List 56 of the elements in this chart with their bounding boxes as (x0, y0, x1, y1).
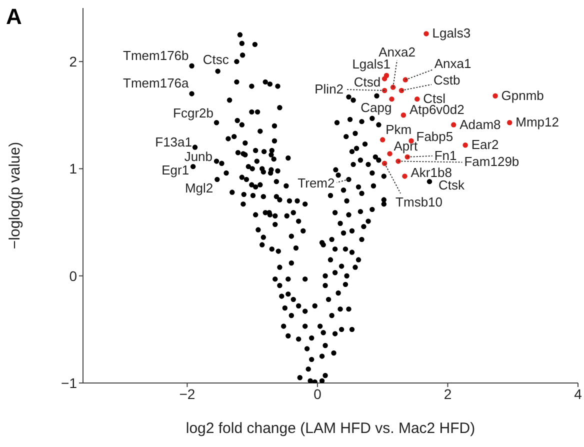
point (382, 76, 388, 82)
point (402, 77, 408, 82)
annotation: Mmp12 (516, 114, 559, 130)
x-axis-title: log2 fold change (LAM HFD vs. Mac2 HFD) (186, 420, 476, 437)
point (462, 142, 468, 148)
point (396, 158, 401, 164)
annotation: Pkm (386, 122, 412, 137)
annotation: Cstb (433, 72, 460, 88)
x-tick-label: −2 (179, 386, 196, 402)
annotation: Tmsb10 (396, 194, 443, 210)
y-tick-label: 0 (69, 268, 78, 284)
point (414, 96, 420, 102)
annotation: Gpnmb (501, 88, 544, 103)
point (404, 154, 410, 160)
annotation: Adam8 (460, 116, 501, 132)
annotation: Fn1 (434, 148, 457, 163)
annotation: Trem2 (298, 175, 335, 190)
chart-title: A (6, 4, 22, 30)
annotation: Plin2 (314, 82, 344, 96)
point (492, 93, 498, 98)
point (389, 96, 394, 102)
x-tick-label: 0 (314, 386, 322, 402)
point (507, 120, 512, 126)
annotation: F13a1 (155, 134, 192, 150)
annotation: Aprt (394, 138, 418, 154)
annotation: Anxa1 (434, 56, 472, 71)
annotation: Capg (360, 100, 392, 116)
point (400, 112, 406, 118)
annotation: Fabp5 (416, 128, 454, 144)
point (451, 122, 456, 128)
annotation: Lgals3 (432, 26, 471, 41)
annotation: Fcgr2b (173, 106, 214, 121)
x-tick-label: 2 (444, 386, 452, 402)
annotation: Ear2 (471, 137, 499, 152)
annotation: Junb (184, 149, 213, 164)
y-axis-title: −loglog(p value) (6, 142, 24, 250)
annotation: Ctsc (202, 52, 230, 68)
point (382, 88, 388, 94)
point (402, 174, 408, 179)
y-tick-label: 2 (69, 54, 78, 70)
annotation: Mgl2 (184, 180, 214, 196)
annotation: Egr1 (162, 162, 190, 178)
annotation: Akr1b8 (410, 165, 452, 180)
annotation: Lgals1 (352, 56, 391, 72)
x-tick-label: 4 (574, 386, 582, 402)
annotation: Tmem176b (123, 48, 189, 63)
point (424, 31, 429, 36)
point (387, 151, 392, 156)
annotation: Ctsk (438, 178, 465, 193)
point (380, 137, 386, 142)
y-tick-label: −1 (61, 374, 78, 391)
annotation: Anxa2 (378, 44, 416, 60)
annotation: Ctsd (354, 74, 381, 90)
y-tick-label: 1 (69, 160, 78, 177)
annotation: Tmem176a (123, 76, 190, 91)
annotation: Fam129b (464, 154, 520, 170)
